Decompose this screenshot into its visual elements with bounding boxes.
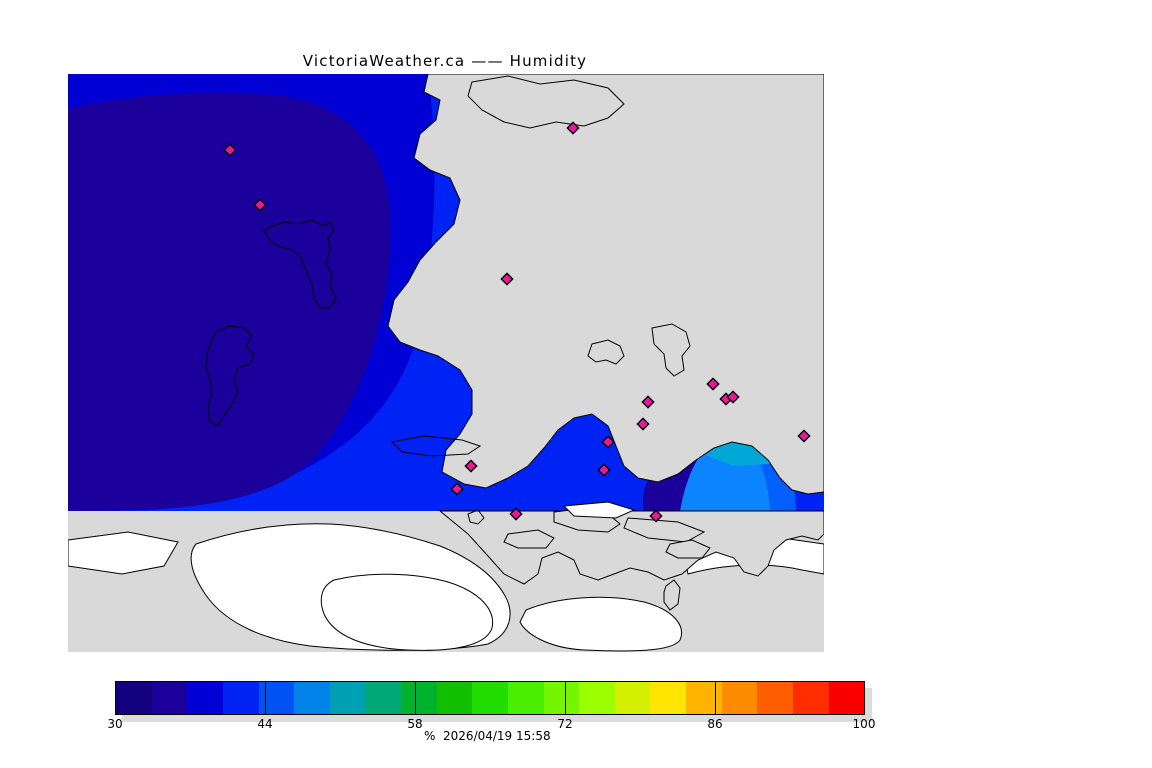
- colorbar-tick-86: [715, 681, 716, 715]
- colorbar-segment-13: [579, 682, 615, 714]
- island-small-2: [651, 323, 691, 377]
- island-west-long: [205, 325, 255, 427]
- colorbar-segment-16: [686, 682, 722, 714]
- colorbar-label-30: 30: [107, 717, 123, 731]
- colorbar-segment-12: [543, 682, 580, 714]
- station-marker[interactable]: [223, 143, 237, 157]
- colorbar-tick-44: [265, 681, 266, 715]
- colorbar-segment-0: [116, 682, 152, 714]
- south-valley-white-2: [320, 573, 494, 651]
- colorbar-segment-17: [721, 682, 758, 714]
- station-marker[interactable]: [641, 395, 655, 409]
- landmass-south-peninsula: [438, 510, 824, 585]
- colorbar-segment-9: [436, 682, 473, 714]
- colorbar-segment-3: [222, 682, 259, 714]
- station-marker[interactable]: [566, 121, 580, 135]
- colorbar-segment-1: [151, 682, 188, 714]
- colorbar-label-86: 86: [707, 717, 723, 731]
- colorbar-label-44: 44: [257, 717, 273, 731]
- island-outline-layer: [205, 219, 691, 611]
- colorbar[interactable]: [115, 681, 872, 722]
- land-layer: [68, 74, 824, 652]
- colorbar-segment-8: [401, 682, 437, 714]
- coastline-north-peninsula: [467, 75, 625, 129]
- colorbar-tick-58: [415, 681, 416, 715]
- colorbar-segment-14: [614, 682, 651, 714]
- station-marker-layer[interactable]: [223, 121, 811, 523]
- colorbar-segment-2: [187, 682, 223, 714]
- station-marker[interactable]: [253, 198, 267, 212]
- colorbar-segment-7: [365, 682, 401, 714]
- island-spit-west: [390, 435, 482, 457]
- colorbar-segment-6: [329, 682, 366, 714]
- station-marker[interactable]: [464, 459, 478, 473]
- station-marker[interactable]: [601, 435, 615, 449]
- station-marker[interactable]: [649, 509, 663, 523]
- island-small-4: [467, 509, 485, 525]
- colorbar-units-timestamp: % 2026/04/19 15:58: [424, 729, 551, 743]
- harbour-inlet-white: [562, 501, 636, 519]
- island-small-1: [587, 339, 625, 365]
- colorbar-segment-20: [828, 682, 865, 714]
- station-marker[interactable]: [636, 417, 650, 431]
- colorbar-label-58: 58: [407, 717, 423, 731]
- island-strait-3: [503, 529, 555, 549]
- island-north-large: [263, 219, 337, 309]
- colorbar-label-100: 100: [852, 717, 876, 731]
- south-valley-white-5: [68, 531, 179, 575]
- station-marker[interactable]: [597, 463, 611, 477]
- station-marker[interactable]: [500, 272, 514, 286]
- station-marker[interactable]: [706, 377, 720, 391]
- station-marker[interactable]: [450, 482, 464, 496]
- colorbar-segment-15: [650, 682, 686, 714]
- station-marker[interactable]: [726, 390, 740, 404]
- station-marker[interactable]: [509, 507, 523, 521]
- island-strait-4: [665, 539, 711, 559]
- page-title: VictoriaWeather.ca —— Humidity: [302, 52, 588, 70]
- colorbar-segment-4: [258, 682, 295, 714]
- station-marker[interactable]: [797, 429, 811, 443]
- map-canvas[interactable]: [68, 74, 824, 652]
- colorbar-tick-72: [565, 681, 566, 715]
- humidity-contour-map[interactable]: [68, 74, 824, 652]
- island-small-3: [663, 579, 681, 611]
- colorbar-segment-18: [757, 682, 793, 714]
- colorbar-strip[interactable]: [115, 681, 865, 715]
- colorbar-segment-5: [294, 682, 330, 714]
- colorbar-segment-19: [792, 682, 829, 714]
- colorbar-segment-11: [507, 682, 544, 714]
- south-valley-white-3: [519, 596, 682, 652]
- colorbar-label-72: 72: [557, 717, 573, 731]
- colorbar-segment-10: [472, 682, 508, 714]
- contour-band-northwest-dome: [68, 92, 391, 511]
- landmass-main-east: [387, 74, 824, 495]
